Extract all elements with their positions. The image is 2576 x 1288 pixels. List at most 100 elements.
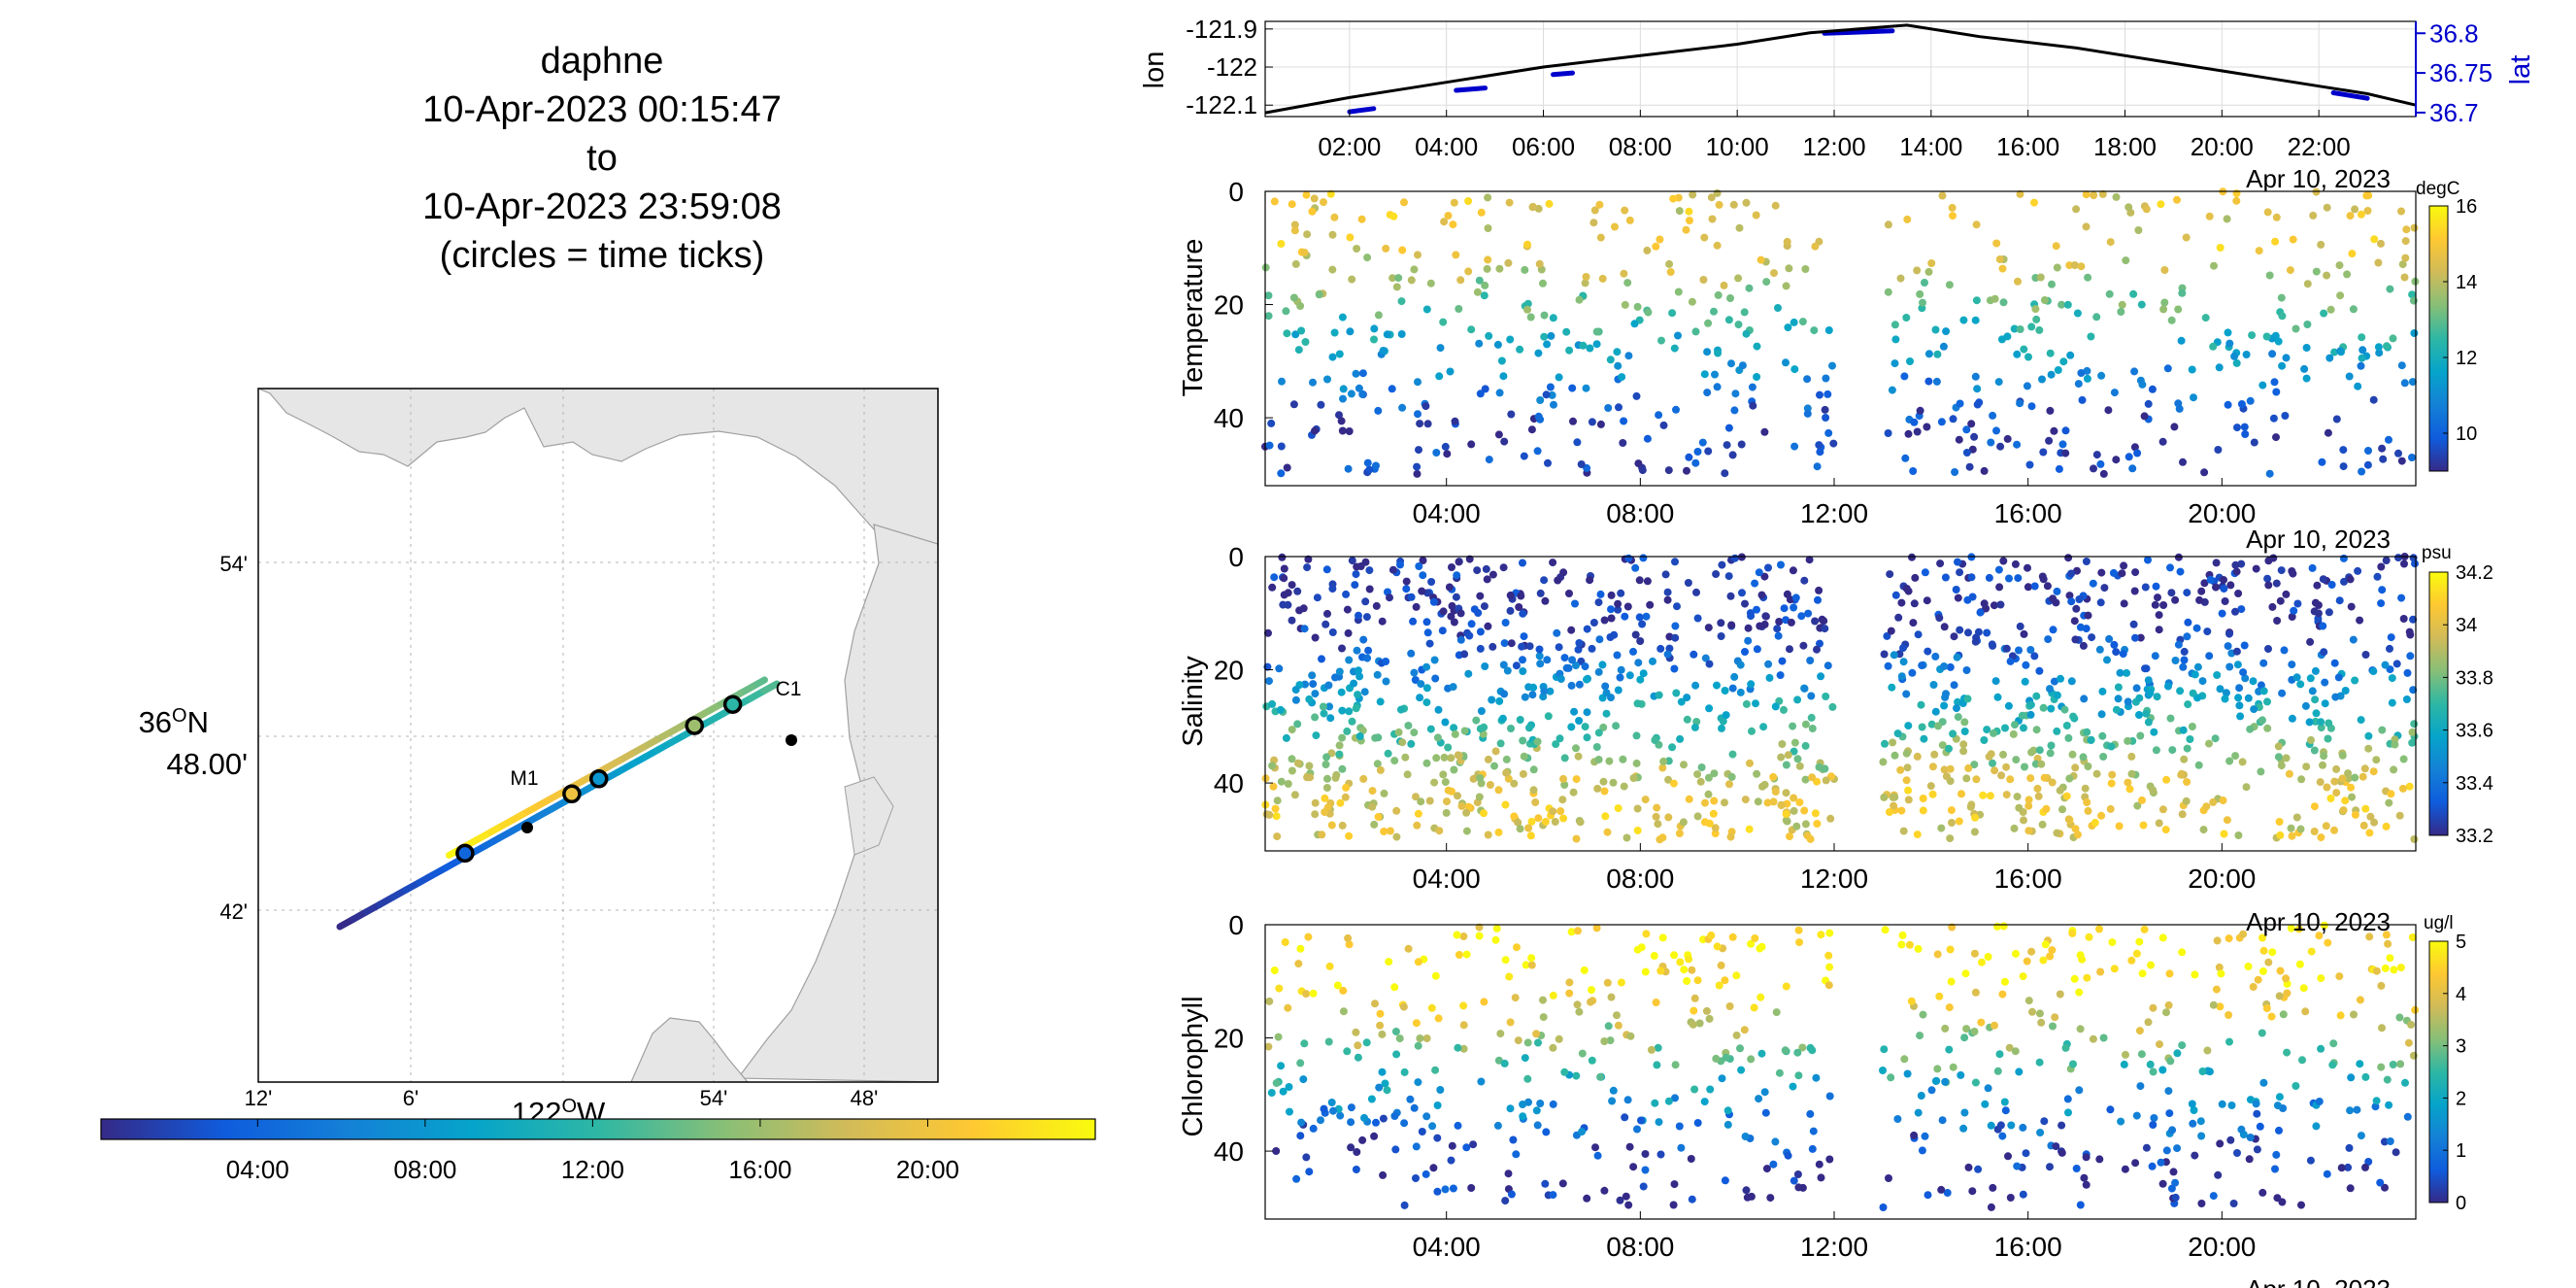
data-point [1567,928,1576,936]
data-point [2125,785,2134,794]
data-point [2339,554,2348,562]
data-point [2149,1068,2158,1076]
position-ylabel-right: lat [2505,55,2536,85]
data-point [1798,1043,1807,1052]
data-point [1455,558,1463,566]
data-point [2402,225,2411,234]
data-point [2265,271,2274,280]
data-point [2015,803,2024,812]
data-point [2398,784,2407,793]
data-point [1512,1150,1521,1159]
data-point [1374,733,1383,742]
data-point [1639,669,1648,678]
data-point [1418,587,1426,595]
title-to: to [586,138,618,179]
time-colorbar: 04:00 08:00 12:00 16:00 20:00 [100,1118,1096,1184]
data-point [2234,590,2243,597]
data-point [2408,728,2417,736]
data-point [1422,684,1431,693]
data-point [1353,245,1361,253]
data-point [2121,1165,2129,1173]
data-point [2063,1095,2072,1103]
data-point [1273,797,1282,805]
colorbar-tick-label: 10 [2456,424,2477,445]
salinity-frame [1264,556,2417,852]
data-point [1656,644,1665,653]
data-point [1713,241,1722,250]
data-point [2246,725,2255,733]
data-point [1549,1191,1557,1200]
data-point [1412,793,1420,801]
data-point [2179,726,2188,734]
data-point [1521,265,1529,274]
data-point [2092,313,2101,322]
data-point [2117,308,2125,316]
data-point [2072,604,2081,613]
data-point [2124,778,2132,787]
temperature-date-label: Apr 10, 2023 [2246,525,2391,554]
x-tick-label: 12:00 [1800,864,1868,894]
data-point [1350,679,1358,688]
data-point [1804,609,1813,618]
data-point [1346,327,1355,336]
data-point [1669,194,1678,203]
data-point [2076,623,2085,631]
data-point [1931,325,1940,334]
data-point [2130,367,2139,376]
data-point [2336,1011,2345,1020]
data-point [1704,319,1713,327]
data-point [2015,1068,2024,1076]
data-point [1345,831,1354,840]
data-point [1755,568,1763,577]
data-point [2163,364,2172,373]
data-point [2273,617,2282,625]
time-colorbar-tick-label: 12:00 [561,1155,624,1184]
time-colorbar-tick-label: 04:00 [226,1155,289,1184]
data-point [1879,1203,1888,1211]
data-point [1974,627,1983,636]
data-point [2006,775,2015,784]
map-lon-tick: 48' [851,1086,879,1110]
data-point [2146,689,2155,697]
data-point [1536,1100,1545,1107]
data-point [2164,1087,2173,1096]
data-point [2058,805,2066,814]
data-point [1378,1068,1387,1076]
data-point [1703,389,1712,397]
data-point [1329,1106,1337,1115]
map-lon-tick: 12' [245,1086,273,1110]
data-point [1803,409,1812,418]
data-point [1324,1037,1333,1046]
data-point [2288,567,2296,575]
data-point [1288,616,1296,625]
data-point [1742,329,1751,338]
data-point [1462,1143,1471,1152]
data-point [2114,695,2123,703]
data-point [1507,725,1515,732]
data-point [2385,435,2392,444]
data-point [2399,615,2408,623]
data-point [2020,345,2028,354]
data-point [2026,700,2035,709]
data-point [2211,734,2220,743]
data-point [1659,757,1668,765]
data-point [2110,965,2119,973]
data-point [2199,826,2208,834]
data-point [1946,764,1955,773]
data-point [1706,1085,1715,1094]
data-point [1631,630,1640,639]
data-point [2282,754,2291,763]
data-point [2231,607,2239,616]
data-point [1637,1116,1645,1125]
data-point [2305,718,2314,727]
y-tick-label: 40 [1214,403,1244,433]
data-point [1617,589,1625,597]
data-point [2051,1013,2059,1022]
data-point [2233,661,2242,669]
data-point [1753,373,1761,381]
data-point [1794,926,1803,934]
data-point [1989,411,1997,420]
data-point [2006,657,2015,665]
data-point [1385,958,1393,966]
data-point [1790,747,1798,756]
